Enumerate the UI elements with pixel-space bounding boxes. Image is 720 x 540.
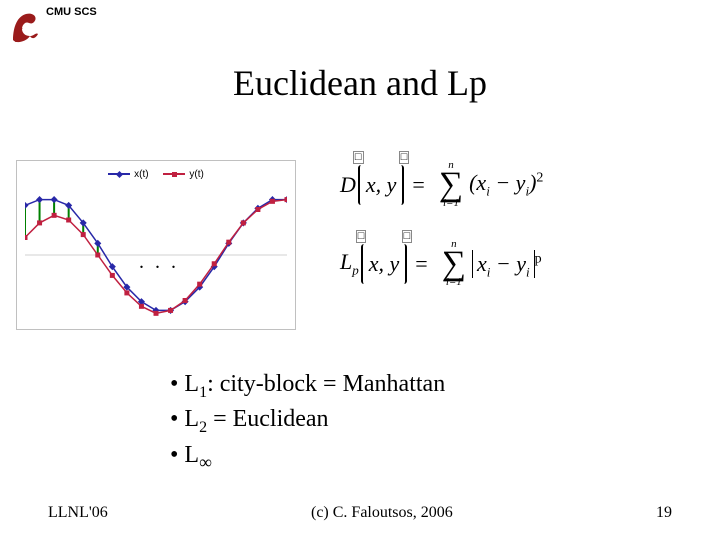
chart-ellipsis: . . .	[139, 251, 179, 274]
header-label: CMU SCS	[46, 6, 97, 18]
sigma: n ∑ i=1	[439, 160, 463, 209]
bullet-l2: • L2 = Euclidean	[170, 403, 445, 438]
bullet-linf: • L∞	[170, 439, 445, 474]
footer-left: LLNL'06	[48, 504, 108, 522]
bullet-list: • L1: city-block = Manhattan • L2 = Eucl…	[170, 368, 445, 474]
equals: =	[415, 251, 427, 277]
sigma: n ∑ i=1	[442, 239, 466, 288]
bullet-l1: • L1: city-block = Manhattan	[170, 368, 445, 403]
legend-item-y: y(t)	[163, 169, 203, 180]
slide-header: CMU SCS	[8, 6, 97, 46]
fn-args: □□ x, y	[361, 244, 408, 284]
footer-center: (c) C. Faloutsos, 2006	[311, 504, 453, 522]
cmu-dragon-icon	[8, 6, 40, 46]
slide-footer: LLNL'06 (c) C. Faloutsos, 2006 19	[0, 504, 720, 522]
fn-name: D	[340, 172, 356, 198]
legend-item-x: x(t)	[108, 169, 148, 180]
time-series-chart: x(t) y(t) . . .	[16, 160, 296, 330]
footer-right: 19	[656, 504, 672, 522]
chart-legend: x(t) y(t)	[17, 167, 295, 180]
formula-euclidean: D □□ x, y = n ∑ i=1 (xi − yi)2	[340, 160, 700, 209]
legend-label: y(t)	[189, 169, 203, 180]
legend-label: x(t)	[134, 169, 148, 180]
fn-args: □□ x, y	[358, 165, 405, 205]
equals: =	[412, 172, 424, 198]
formula-block: D □□ x, y = n ∑ i=1 (xi − yi)2 Lp □□ x, …	[340, 160, 700, 340]
formula-lp: Lp □□ x, y = n ∑ i=1 xi − yip	[340, 239, 700, 288]
slide-title: Euclidean and Lp	[0, 62, 720, 104]
term: (xi − yi)2	[469, 170, 543, 199]
term: xi − yip	[472, 250, 542, 278]
